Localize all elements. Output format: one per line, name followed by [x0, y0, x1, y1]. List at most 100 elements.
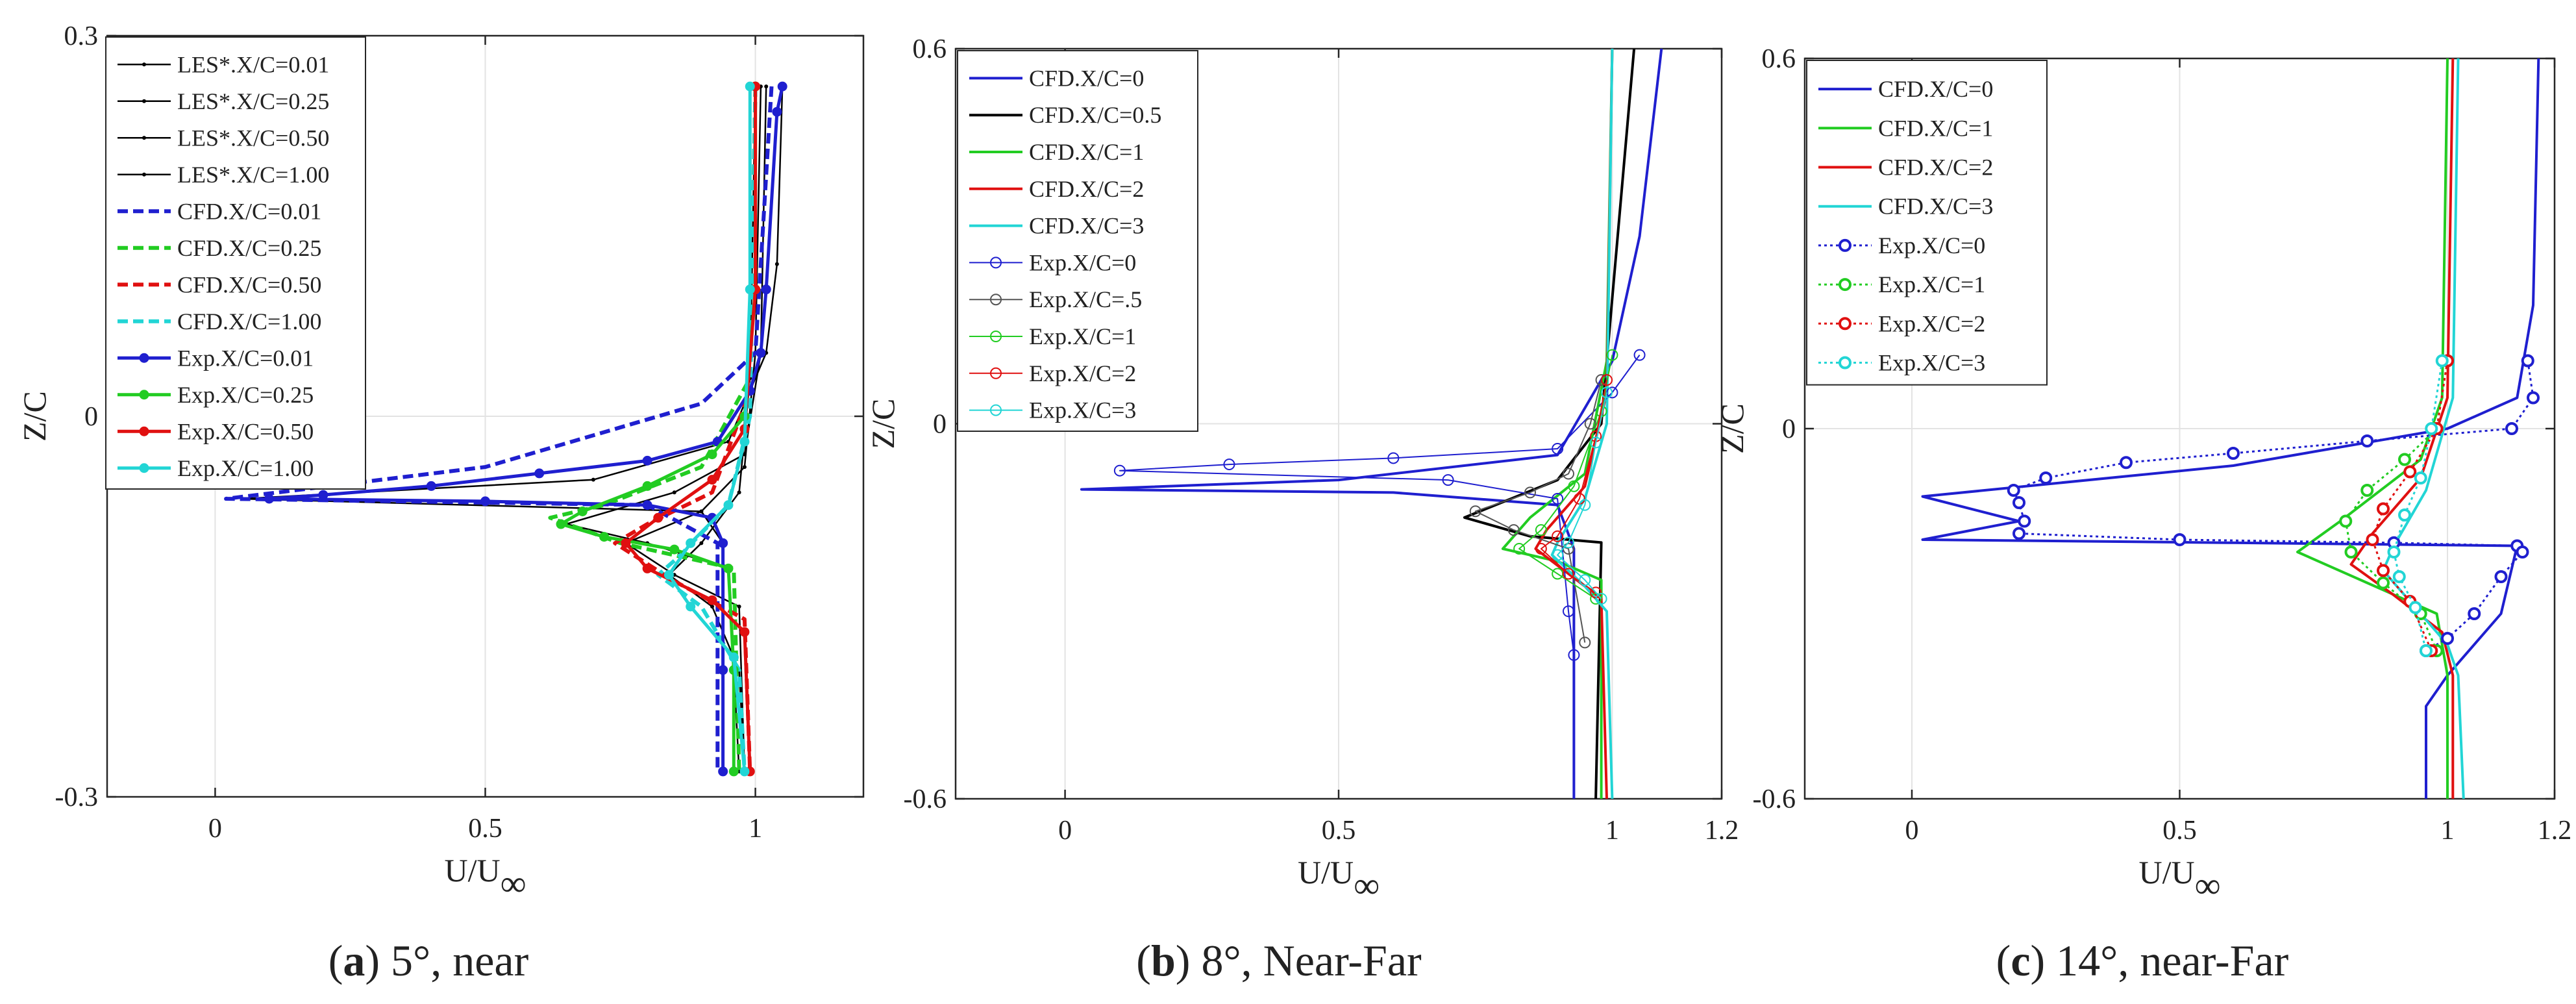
data-point	[2392, 570, 2406, 583]
data-point	[642, 500, 652, 510]
series-line	[1501, 49, 1614, 799]
legend-label: CFD.X/C=0	[1029, 65, 1144, 91]
plot-area	[224, 81, 787, 777]
legend-box	[105, 36, 366, 490]
x-axis-label-subscript: ∞	[2195, 866, 2221, 906]
data-point	[707, 475, 717, 485]
series-line	[224, 86, 774, 772]
legend-entry: Exp.X/C=.5	[969, 286, 1142, 312]
series-2	[1501, 49, 1614, 799]
legend-entry: Exp.X/C=1.00	[118, 455, 314, 481]
data-point	[556, 519, 566, 529]
data-point	[2360, 484, 2374, 497]
x-axis-label-main: U/U	[444, 852, 500, 888]
series-1	[2296, 58, 2449, 799]
legend-entry: Exp.X/C=3	[1818, 350, 1985, 376]
data-point	[599, 532, 610, 542]
legend-entry: LES*.X/C=0.50	[118, 125, 329, 151]
legend-label: Exp.X/C=0	[1878, 232, 1985, 258]
legend-entry: LES*.X/C=0.25	[118, 88, 329, 114]
data-point	[728, 766, 739, 777]
data-point	[139, 390, 149, 400]
series-4	[1550, 49, 1614, 799]
legend-entry: CFD.X/C=3	[969, 213, 1144, 239]
x-axis-label-subscript: ∞	[1354, 866, 1380, 906]
y-tick-label: -0.3	[55, 783, 99, 812]
data-point	[1839, 278, 1852, 292]
data-point	[718, 665, 728, 675]
data-point	[2505, 422, 2518, 435]
data-point	[318, 490, 328, 500]
data-point	[2344, 546, 2358, 558]
data-point	[737, 605, 741, 609]
legend-label: Exp.X/C=2	[1878, 310, 1985, 336]
data-point	[1839, 317, 1852, 331]
data-point	[1507, 524, 1520, 536]
x-axis-label: U/U∞	[2138, 854, 2220, 906]
series-7	[2387, 354, 2449, 657]
data-point	[1839, 238, 1852, 252]
data-point	[426, 481, 436, 491]
series-0	[1921, 58, 2540, 799]
series-line	[2372, 360, 2449, 651]
y-tick-label: 0.6	[913, 34, 947, 64]
data-point	[1223, 458, 1235, 471]
data-point	[1387, 452, 1400, 464]
series-0	[1080, 49, 1663, 799]
legend-entry: CFD.X/C=1	[1818, 115, 1993, 141]
data-point	[1113, 464, 1126, 477]
legend-label: Exp.X/C=1.00	[177, 455, 314, 481]
caption-letter: c	[2011, 936, 2031, 985]
y-axis-label: Z/C	[1714, 403, 1750, 454]
data-point	[2441, 632, 2454, 645]
data-point	[686, 601, 696, 612]
data-point	[2012, 496, 2025, 509]
legend-label: CFD.X/C=0.01	[177, 198, 321, 224]
legend-entry: Exp.X/C=0.25	[118, 382, 314, 408]
legend-label: LES*.X/C=0.25	[177, 88, 329, 114]
data-point	[1563, 536, 1574, 549]
data-point	[2420, 644, 2433, 657]
data-point	[577, 507, 588, 516]
data-point	[1552, 443, 1564, 455]
data-point	[2398, 453, 2411, 466]
x-tick-label: 0	[208, 814, 222, 844]
data-point	[139, 353, 149, 363]
data-point	[2012, 527, 2025, 540]
legend: LES*.X/C=0.01 LES*.X/C=0.25 LES*.X/C=0.50 L…	[105, 36, 366, 490]
data-point	[756, 347, 766, 358]
x-axis-label-main: U/U	[2138, 854, 2194, 890]
legend-entry: CFD.X/C=1	[969, 139, 1144, 165]
legend-entry: CFD.X/C=1.00	[118, 308, 321, 334]
data-point	[723, 500, 734, 510]
data-point	[142, 99, 146, 103]
caption-b: (b) 8°, Near-Far	[1136, 936, 1422, 985]
data-point	[1469, 505, 1481, 518]
legend-entry: CFD.X/C=0.01	[118, 198, 321, 224]
legend-label: CFD.X/C=0.5	[1029, 102, 1161, 128]
series-line	[2296, 58, 2449, 799]
data-point	[707, 449, 717, 460]
data-point	[1606, 349, 1618, 361]
x-axis-label: U/U∞	[1298, 854, 1380, 906]
data-point	[1633, 349, 1646, 361]
data-point	[742, 465, 747, 470]
series-line	[2012, 360, 2534, 652]
legend-entry: CFD.X/C=0	[1818, 76, 1993, 102]
caption-text: 14°, near-Far	[2056, 936, 2289, 985]
data-point	[774, 262, 779, 266]
x-tick-label: 0	[1058, 816, 1072, 846]
x-axis-label-subscript: ∞	[501, 864, 526, 904]
data-point	[710, 605, 714, 609]
legend-label: CFD.X/C=1	[1029, 139, 1144, 165]
y-tick-label: 0	[933, 410, 947, 440]
y-tick-label: 0.3	[64, 21, 99, 51]
data-point	[1535, 524, 1547, 536]
x-tick-label: 1	[1605, 816, 1619, 846]
caption-a: (a) 5°, near	[328, 936, 529, 985]
data-point	[1568, 649, 1580, 661]
data-point	[764, 84, 769, 89]
legend-label: CFD.X/C=2	[1878, 155, 1993, 181]
legend-label: CFD.X/C=0	[1878, 76, 1993, 102]
data-point	[621, 538, 631, 548]
